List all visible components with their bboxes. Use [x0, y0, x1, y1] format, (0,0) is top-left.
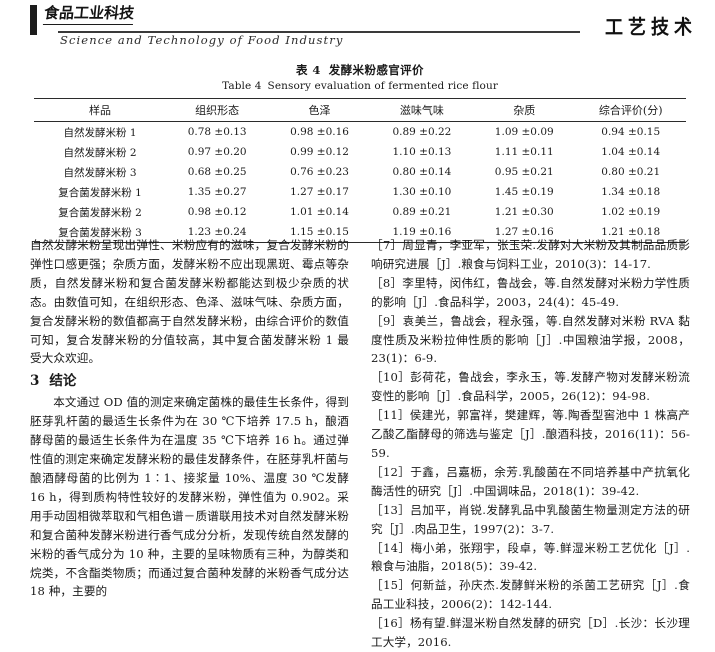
- cell-impurity: 1.21 ±0.30: [494, 206, 554, 218]
- cell-sample: 自然发酵米粉 2: [63, 146, 137, 159]
- cell-flavor: 1.30 ±0.10: [392, 186, 452, 198]
- table-row: 复合菌发酵米粉 2 0.98 ±0.12 1.01 ±0.14 0.89 ±0.…: [34, 202, 686, 222]
- cell-impurity: 0.95 ±0.21: [494, 166, 554, 178]
- cell-impurity: 1.11 ±0.11: [494, 146, 554, 158]
- cell-flavor: 1.10 ±0.13: [392, 146, 452, 158]
- reference-item: ［15］何新益，孙庆杰.发酵鲜米粉的杀菌工艺研究［J］.食品工业科技，2006(…: [371, 578, 690, 612]
- body-paragraph-discussion: 自然发酵米粉呈现出弹性、米粉应有的滋味，复合发酵米粉的弹性口感更强；杂质方面，发…: [30, 238, 349, 366]
- column-header-impurity: 杂质: [513, 104, 536, 117]
- cell-overall: 1.34 ±0.18: [601, 186, 661, 198]
- cell-flavor: 0.89 ±0.21: [392, 206, 452, 218]
- table-row: 自然发酵米粉 1 0.78 ±0.13 0.98 ±0.16 0.89 ±0.2…: [34, 122, 686, 143]
- cell-sample: 自然发酵米粉 3: [63, 166, 137, 179]
- journal-name-cn: 食品工业科技: [42, 4, 135, 25]
- cell-impurity: 1.45 ±0.19: [494, 186, 554, 198]
- table-title-cn: 发酵米粉感官评价: [328, 63, 424, 77]
- column-header-flavor: 滋味气味: [399, 104, 444, 117]
- table-number-cn: 表 4: [296, 63, 321, 77]
- cell-overall: 1.21 ±0.18: [601, 226, 661, 238]
- table-title-en: Sensory evaluation of fermented rice flo…: [267, 80, 498, 92]
- table-head: 样品 组织形态 色泽 滋味气味 杂质 综合评价(分): [34, 98, 686, 122]
- section-heading-conclusion: 3 结论: [30, 370, 349, 392]
- table-header-row: 样品 组织形态 色泽 滋味气味 杂质 综合评价(分): [34, 98, 686, 122]
- article-body: 自然发酵米粉呈现出弹性、米粉应有的滋味，复合发酵米粉的弹性口感更强；杂质方面，发…: [30, 236, 690, 652]
- cell-flavor: 0.80 ±0.14: [392, 166, 452, 178]
- reference-item: ［16］杨有望.鲜湿米粉自然发酵的研究［D］.长沙：长沙理工大学，2016.: [371, 616, 690, 650]
- body-paragraph-conclusion: 本文通过 OD 值的测定来确定菌株的最佳生长条件，得到胚芽乳杆菌的最适生长条件为…: [30, 395, 349, 599]
- sensory-evaluation-table: 样品 组织形态 色泽 滋味气味 杂质 综合评价(分) 自然发酵米粉 1 0.78…: [34, 98, 686, 243]
- cell-texture: 1.23 ±0.24: [187, 226, 247, 238]
- table-caption-cn: 表 4 发酵米粉感官评价: [34, 63, 686, 78]
- running-head-section: 工艺技术: [605, 16, 697, 39]
- reference-item: ［10］彭荷花，鲁战会，李永玉，等.发酵产物对发酵米粉流变性的影响［J］.食品科…: [371, 370, 690, 404]
- reference-item: ［9］袁美兰，鲁战会，程永强，等.自然发酵对米粉 RVA 黏度性质及米粉拉伸性质…: [371, 313, 690, 366]
- right-column: ［7］周显青，李亚军，张玉荣.发酵对大米粉及其制品品质影响研究进展［J］.粮食与…: [371, 236, 690, 652]
- cell-texture: 0.98 ±0.12: [187, 206, 247, 218]
- cell-texture: 0.97 ±0.20: [187, 146, 247, 158]
- table-row: 自然发酵米粉 3 0.68 ±0.25 0.76 ±0.23 0.80 ±0.1…: [34, 162, 686, 182]
- cell-texture: 0.78 ±0.13: [187, 126, 247, 138]
- column-header-texture: 组织形态: [195, 104, 240, 117]
- reference-item: ［13］吕加平，肖锐.发酵乳品中乳酸菌生物量测定方法的研究［J］.肉品卫生，19…: [371, 502, 690, 536]
- column-header-color: 色泽: [308, 104, 331, 117]
- table-number-en: Table 4: [222, 80, 262, 92]
- cell-sample: 复合菌发酵米粉 1: [58, 186, 142, 199]
- cell-sample: 复合菌发酵米粉 3: [58, 226, 142, 239]
- reference-item: ［7］周显青，李亚军，张玉荣.发酵对大米粉及其制品品质影响研究进展［J］.粮食与…: [371, 238, 690, 271]
- column-header-overall: 综合评价(分): [598, 104, 663, 117]
- table-row: 自然发酵米粉 2 0.97 ±0.20 0.99 ±0.12 1.10 ±0.1…: [34, 142, 686, 162]
- table-block: 表 4 发酵米粉感官评价 Table 4 Sensory evaluation of…: [34, 63, 686, 243]
- cell-color: 1.27 ±0.17: [290, 186, 349, 198]
- table-caption-en: Table 4 Sensory evaluation of fermented r…: [34, 79, 686, 94]
- table-row: 复合菌发酵米粉 1 1.35 ±0.27 1.27 ±0.17 1.30 ±0.…: [34, 182, 686, 202]
- cell-color: 0.98 ±0.16: [290, 126, 349, 138]
- cell-overall: 0.94 ±0.15: [601, 126, 661, 138]
- cell-impurity: 1.09 ±0.09: [494, 126, 554, 138]
- left-column: 自然发酵米粉呈现出弹性、米粉应有的滋味，复合发酵米粉的弹性口感更强；杂质方面，发…: [30, 236, 349, 652]
- cell-sample: 自然发酵米粉 1: [63, 126, 137, 139]
- page-header: 食品工业科技 Science and Technology of Food In…: [0, 0, 715, 56]
- header-divider-rule: [58, 31, 580, 33]
- cell-color: 1.15 ±0.15: [290, 226, 349, 238]
- cell-texture: 0.68 ±0.25: [187, 166, 247, 178]
- reference-item: ［14］梅小弟，张翔宇，段卓，等.鲜湿米粉工艺优化［J］.粮食与油脂，2018(…: [371, 540, 690, 574]
- cell-texture: 1.35 ±0.27: [187, 186, 247, 198]
- section-number: 3: [30, 373, 40, 390]
- cell-impurity: 1.27 ±0.16: [494, 226, 554, 238]
- reference-item: ［12］于鑫，吕嘉枥，余芳.乳酸菌在不同培养基中产抗氧化酶活性的研究［J］.中国…: [371, 464, 690, 498]
- table-row: 复合菌发酵米粉 3 1.23 ±0.24 1.15 ±0.15 1.19 ±0.…: [34, 222, 686, 243]
- cell-overall: 0.80 ±0.21: [601, 166, 661, 178]
- table-body: 自然发酵米粉 1 0.78 ±0.13 0.98 ±0.16 0.89 ±0.2…: [34, 122, 686, 243]
- cell-color: 0.99 ±0.12: [290, 146, 349, 158]
- section-title: 结论: [49, 373, 77, 390]
- cell-overall: 1.04 ±0.14: [601, 146, 661, 158]
- cell-flavor: 0.89 ±0.22: [392, 126, 452, 138]
- reference-item: ［8］李里特，闵伟红，鲁战会，等.自然发酵对米粉力学性质的影响［J］.食品科学，…: [371, 275, 690, 309]
- cell-flavor: 1.19 ±0.16: [392, 226, 452, 238]
- masthead-accent-bar: [30, 5, 37, 35]
- reference-item: ［11］侯建光，郭富祥，樊建辉，等.陶香型窖池中 1 株高产乙酸乙酯酵母的筛选与…: [371, 408, 690, 460]
- column-header-sample: 样品: [89, 104, 111, 117]
- cell-sample: 复合菌发酵米粉 2: [58, 206, 142, 219]
- journal-name-en: Science and Technology of Food Industry: [60, 33, 344, 47]
- cell-overall: 1.02 ±0.19: [601, 206, 661, 218]
- cell-color: 1.01 ±0.14: [290, 206, 349, 218]
- journal-masthead: 食品工业科技: [30, 4, 135, 35]
- cell-color: 0.76 ±0.23: [290, 166, 349, 178]
